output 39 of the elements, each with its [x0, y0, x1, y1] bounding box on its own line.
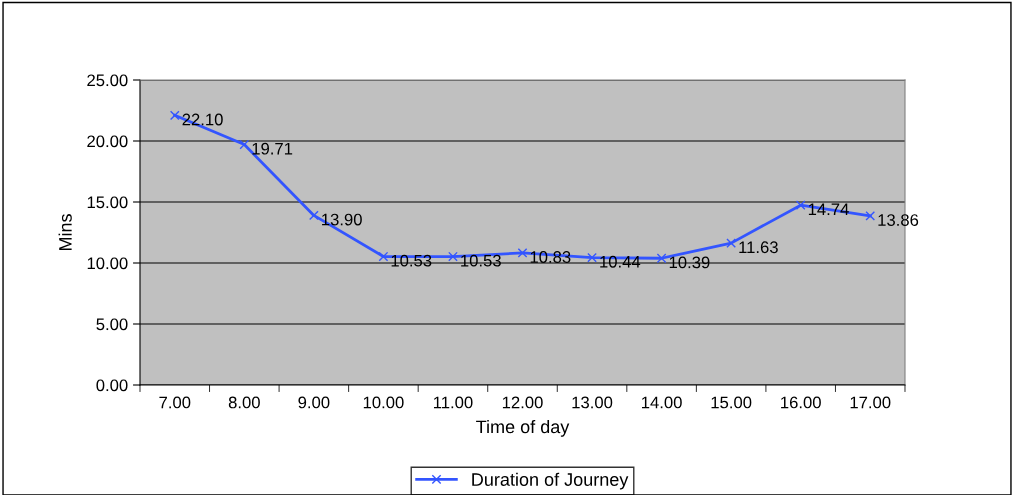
x-tick-label: 8.00: [228, 396, 260, 409]
x-tick-label: 11.00: [433, 396, 473, 409]
y-tick-label: 20.00: [87, 135, 128, 148]
data-label: 10.53: [391, 254, 432, 267]
point: [865, 211, 876, 221]
data-label: 10.44: [600, 255, 641, 268]
point: [726, 238, 736, 248]
point: [309, 210, 319, 221]
x-tick-label: 9.00: [298, 396, 330, 409]
y-tick-label: 15.00: [87, 196, 128, 209]
x-axis-title: Time of day: [476, 419, 570, 437]
x-tick-label: 7.00: [159, 396, 191, 409]
data-label: 19.71: [252, 142, 293, 155]
point: [795, 200, 806, 211]
data-label: 10.53: [461, 254, 501, 267]
point: [517, 248, 528, 258]
y-tick-label: 5.00: [96, 318, 128, 331]
y-tick-label: 25.00: [87, 74, 128, 87]
data-label: 13.86: [878, 214, 919, 226]
point: [587, 252, 597, 263]
x-tick-label: 16.00: [781, 396, 821, 409]
point: [448, 251, 458, 262]
point: [239, 139, 250, 150]
data-label: 11.63: [739, 241, 778, 254]
x-tick-label: 10.00: [363, 396, 404, 409]
x-tick-label: 12.00: [502, 396, 543, 409]
legend-label: Duration of Journey: [472, 472, 629, 490]
y-tick-label: 0.00: [96, 379, 128, 392]
x-tick-label: 17.00: [850, 396, 891, 409]
x-tick-label: 15.00: [711, 396, 752, 409]
point: [656, 253, 667, 264]
y-tick-label: 10.00: [87, 257, 128, 270]
y-axis-title: Mins: [58, 214, 72, 251]
x-tick-label: 13.00: [572, 396, 613, 409]
x-tick-label: 14.00: [642, 396, 682, 409]
data-label: 13.90: [322, 213, 362, 226]
point: [378, 251, 389, 262]
point: [169, 110, 180, 121]
data-label: 10.39: [669, 256, 710, 269]
